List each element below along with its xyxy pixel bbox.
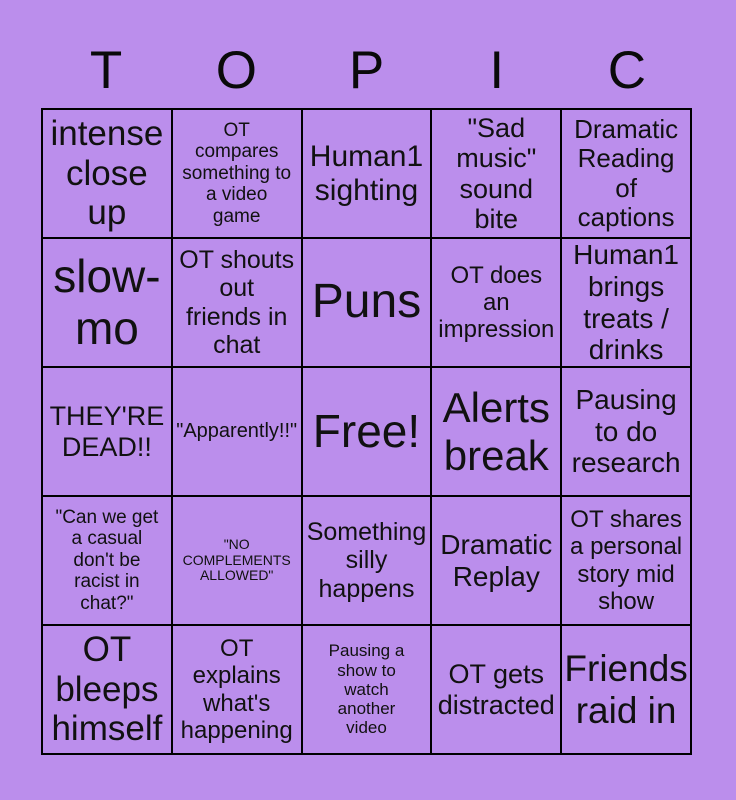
title-letter-i: I	[489, 41, 505, 100]
cell-text: Dramatic Reading of captions	[574, 113, 679, 232]
cell-text: Alerts break	[442, 384, 550, 479]
cell-text: slow- mo	[53, 249, 161, 354]
cell-text: OT compares something to a video game	[182, 119, 292, 227]
bingo-cell-r5c3[interactable]: Pausing a show to watch another video	[302, 626, 431, 753]
cell-text: OT shares a personal story mid show	[570, 506, 683, 615]
cell-text: OT bleeps himself	[51, 630, 163, 749]
cell-text: Friends raid in	[564, 647, 688, 731]
bingo-cell-r3c4[interactable]: Alerts break	[432, 368, 561, 495]
cell-text: OT explains what's happening	[180, 635, 293, 744]
bingo-cell-r1c3[interactable]: Human1 sighting	[302, 110, 431, 237]
bingo-cell-r5c5[interactable]: Friends raid in	[562, 626, 690, 753]
bingo-cell-r3c5[interactable]: Pausing to do research	[562, 368, 690, 495]
title-letter-c: C	[607, 41, 647, 100]
bingo-cell-r1c2[interactable]: OT compares something to a video game	[172, 110, 301, 237]
bingo-cell-r5c2[interactable]: OT explains what's happening	[172, 626, 301, 753]
bingo-grid: intense close up OT compares something t…	[41, 108, 692, 755]
bingo-cell-r2c2[interactable]: OT shouts out friends in chat	[172, 239, 301, 366]
bingo-cell-r4c3[interactable]: Something silly happens	[302, 497, 431, 624]
card-title: T O P I C	[41, 44, 692, 97]
cell-text: Free!	[312, 404, 421, 457]
bingo-cell-r2c1[interactable]: slow- mo	[43, 239, 171, 366]
cell-text: "Sad music" sound bite	[456, 112, 537, 235]
bingo-cell-r4c2[interactable]: "NO COMPLEMENTS ALLOWED"	[172, 497, 301, 624]
bingo-cell-r3c1[interactable]: THEY'RE DEAD!!	[43, 368, 171, 495]
bingo-cell-r4c1[interactable]: "Can we get a casual don't be racist in …	[43, 497, 171, 624]
cell-text: OT shouts out friends in chat	[179, 246, 295, 359]
cell-text: "Can we get a casual don't be racist in …	[55, 506, 159, 614]
cell-text: THEY'RE DEAD!!	[49, 401, 165, 462]
bingo-cell-r2c4[interactable]: OT does an impression	[432, 239, 561, 366]
cell-text: intense close up	[50, 114, 164, 233]
title-letter-p: P	[348, 41, 385, 100]
bingo-cell-r3c2[interactable]: "Apparently!!"	[172, 368, 301, 495]
bingo-cell-r4c4[interactable]: Dramatic Replay	[432, 497, 561, 624]
cell-text: Pausing a show to watch another video	[328, 641, 405, 738]
bingo-cell-r1c4[interactable]: "Sad music" sound bite	[432, 110, 561, 237]
cell-text: "NO COMPLEMENTS ALLOWED"	[182, 535, 291, 584]
cell-text: "Apparently!!"	[176, 420, 298, 443]
bingo-cell-r2c3[interactable]: Puns	[302, 239, 431, 366]
cell-text: OT does an impression	[438, 261, 555, 344]
bingo-cell-r1c1[interactable]: intense close up	[43, 110, 171, 237]
cell-text: Puns	[311, 275, 422, 329]
cell-text: OT gets distracted	[437, 659, 555, 720]
bingo-cell-r5c1[interactable]: OT bleeps himself	[43, 626, 171, 753]
title-letter-o: O	[215, 41, 257, 100]
cell-text: Dramatic Replay	[440, 528, 553, 592]
bingo-cell-r2c5[interactable]: Human1 brings treats / drinks	[562, 239, 690, 366]
bingo-cell-r3c3-free-space[interactable]: Free!	[302, 368, 431, 495]
bingo-cell-r5c4[interactable]: OT gets distracted	[432, 626, 561, 753]
title-letter-t: T	[89, 41, 123, 100]
cell-text: Human1 sighting	[309, 139, 424, 207]
bingo-cell-r4c5[interactable]: OT shares a personal story mid show	[562, 497, 690, 624]
cell-text: Human1 brings treats / drinks	[573, 239, 680, 366]
cell-text: Something silly happens	[306, 518, 427, 603]
cell-text: Pausing to do research	[571, 384, 681, 479]
bingo-cell-r1c5[interactable]: Dramatic Reading of captions	[562, 110, 690, 237]
